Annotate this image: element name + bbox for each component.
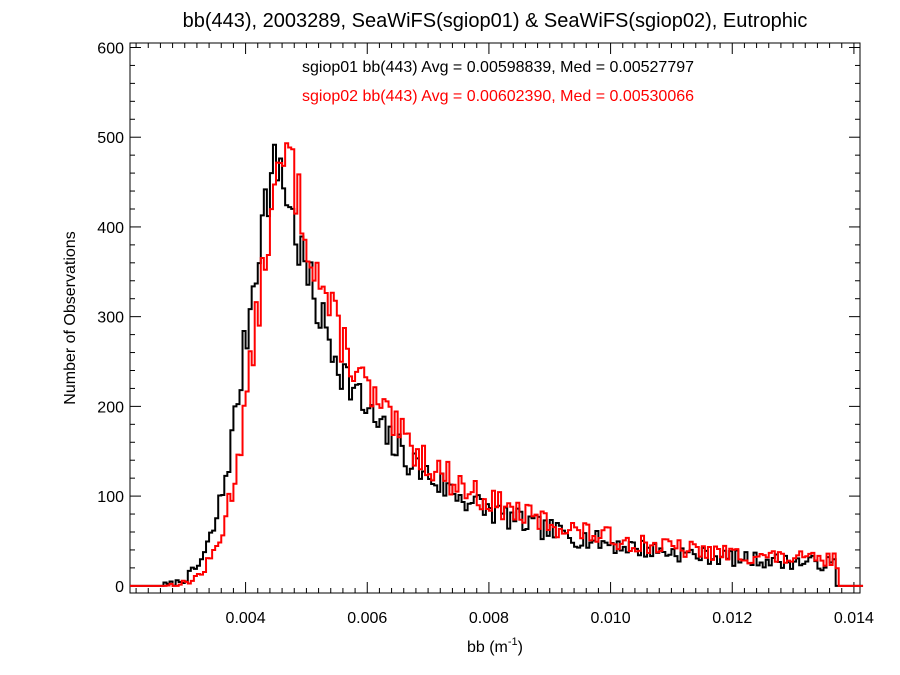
x-axis-ticks: 0.004 0.006 0.008 0.010 0.012 0.014 [135,43,874,627]
annotation-sgiop02: sgiop02 bb(443) Avg = 0.00602390, Med = … [302,88,694,105]
y-tick-label: 200 [97,399,124,416]
y-tick-label: 500 [97,130,124,147]
plot-frame [129,42,861,594]
x-axis-label-superscript: -1 [508,636,518,648]
x-tick-label: 0.010 [591,610,631,627]
y-tick-label: 400 [97,220,124,237]
series-line-sgiop01 [130,143,864,587]
y-tick-label: 600 [97,40,124,57]
annotation-sgiop01: sgiop01 bb(443) Avg = 0.00598839, Med = … [302,59,694,76]
y-axis-ticks: 0 100 200 300 400 500 600 [97,40,860,596]
y-tick-label: 300 [97,310,124,327]
x-tick-label: 0.006 [347,610,387,627]
y-tick-label: 0 [115,579,124,596]
x-tick-label: 0.008 [469,610,509,627]
x-axis-label: bb (m-1) [467,636,523,656]
series-line-sgiop02 [130,142,864,587]
y-axis-label: Number of Observations [62,231,79,404]
x-tick-label: 0.004 [226,610,266,627]
histogram-series [130,142,864,587]
y-tick-label: 100 [97,489,124,506]
chart-title: bb(443), 2003289, SeaWiFS(sgiop01) & Sea… [183,10,808,32]
x-axis-label-close: ) [518,639,523,656]
x-tick-label: 0.012 [712,610,752,627]
x-axis-label-main: bb (m [467,639,508,656]
x-tick-label: 0.014 [834,610,874,627]
